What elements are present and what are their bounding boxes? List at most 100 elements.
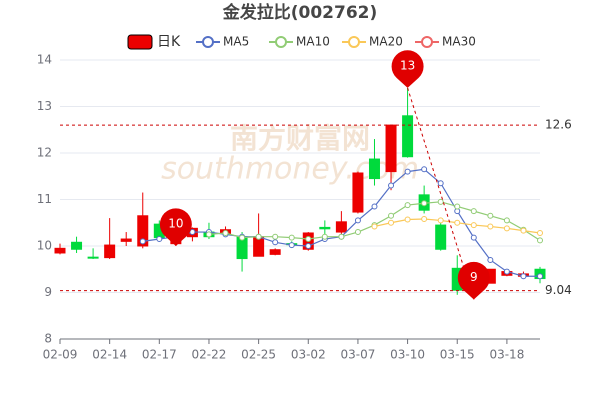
ma-point: [239, 234, 246, 241]
ma-point: [520, 227, 527, 234]
ma-point: [487, 223, 494, 230]
ma-point: [222, 229, 229, 236]
ma-point: [189, 229, 196, 236]
candle-body: [104, 244, 116, 259]
ma-point: [388, 219, 395, 226]
mark-line-label: 9.04: [545, 283, 572, 297]
ma-point: [272, 233, 279, 240]
mark-pin-label: 13: [400, 58, 415, 72]
y-tick-label: 9: [44, 285, 52, 299]
ma-point: [503, 217, 510, 224]
x-tick-label: 02-17: [142, 348, 177, 362]
ma-point: [470, 222, 477, 229]
ma-point: [503, 225, 510, 232]
x-tick-label: 02-25: [241, 348, 276, 362]
y-tick-label: 11: [37, 192, 52, 206]
legend-icon: [202, 36, 214, 48]
ma-point: [470, 208, 477, 215]
ma-point: [537, 237, 543, 244]
x-tick-label: 03-15: [440, 348, 475, 362]
ma-point: [305, 243, 312, 249]
ma-point: [321, 233, 328, 240]
ma-point: [354, 217, 361, 224]
ma-point: [305, 236, 312, 243]
ma-point: [421, 166, 428, 173]
y-tick-label: 14: [37, 53, 52, 67]
ma-point: [503, 268, 510, 275]
ma-point: [388, 182, 395, 189]
mark-pin-label: 9: [470, 270, 478, 284]
ma-point: [388, 212, 395, 219]
ma-point: [421, 216, 428, 223]
ma-point: [520, 273, 527, 280]
x-tick-label: 02-09: [43, 348, 78, 362]
mark-pin-label: 10: [168, 217, 183, 231]
y-tick-label: 8: [44, 332, 52, 346]
candle-body: [368, 158, 380, 180]
legend-icon: [127, 34, 153, 50]
ma-point: [272, 239, 279, 246]
y-tick-label: 10: [37, 239, 52, 253]
candle-body: [319, 226, 331, 230]
ma-point: [437, 180, 444, 187]
ma-point: [454, 203, 461, 210]
ma-point: [288, 234, 295, 241]
candle-body: [87, 256, 99, 259]
ma-point: [354, 229, 361, 236]
legend-label: MA5: [223, 35, 249, 49]
ma-point: [437, 198, 444, 205]
legend-label: MA20: [369, 35, 403, 49]
legend-icon: [348, 36, 360, 48]
x-tick-label: 03-18: [489, 348, 524, 362]
ma-point: [487, 256, 494, 263]
x-tick-label: 02-22: [192, 348, 227, 362]
x-tick-label: 02-14: [92, 348, 127, 362]
ma-point: [288, 242, 295, 249]
ma-point: [454, 219, 461, 226]
x-tick-label: 03-10: [390, 348, 425, 362]
ma-point: [404, 202, 411, 209]
y-tick-label: 12: [37, 146, 52, 160]
candle-body: [385, 124, 397, 173]
candle-body: [137, 215, 149, 247]
ma-point: [371, 203, 378, 210]
x-tick-label: 03-02: [291, 348, 326, 362]
legend-icon: [275, 36, 287, 48]
ma-point: [421, 200, 428, 207]
legend-label: 日K: [157, 34, 181, 50]
ma-point: [156, 236, 163, 243]
legend-label: MA10: [296, 35, 330, 49]
ma-point: [255, 233, 262, 240]
ma-point: [487, 212, 494, 219]
mark-pin: [159, 208, 192, 246]
legend-icon: [421, 36, 433, 48]
ma-point: [205, 231, 212, 238]
y-tick-label: 13: [37, 99, 52, 113]
mark-line-label: 12.6: [545, 118, 572, 132]
candle-body: [335, 221, 347, 233]
candle-body: [120, 238, 132, 242]
ma-point: [537, 229, 543, 236]
candle-body: [71, 241, 83, 250]
legend-label: MA30: [442, 35, 476, 49]
ma-point: [139, 238, 146, 245]
ma-point: [404, 168, 411, 175]
ma-point: [470, 234, 477, 241]
ma-point: [371, 223, 378, 230]
chart-title: 金发拉比(002762): [222, 2, 378, 23]
ma-point: [537, 273, 543, 280]
watermark: southmoney.com: [161, 152, 419, 187]
candle-body: [54, 247, 66, 254]
mark-pin: [457, 261, 490, 300]
trend-line: [407, 87, 475, 300]
ma-point: [437, 217, 444, 224]
candle-body: [435, 224, 447, 250]
ma-point: [404, 216, 411, 223]
x-tick-label: 03-07: [340, 348, 375, 362]
candle-body: [352, 172, 364, 213]
ma-point: [338, 233, 345, 240]
candle-body: [402, 115, 414, 158]
mark-pin: [391, 50, 424, 88]
candle-body: [269, 249, 281, 255]
